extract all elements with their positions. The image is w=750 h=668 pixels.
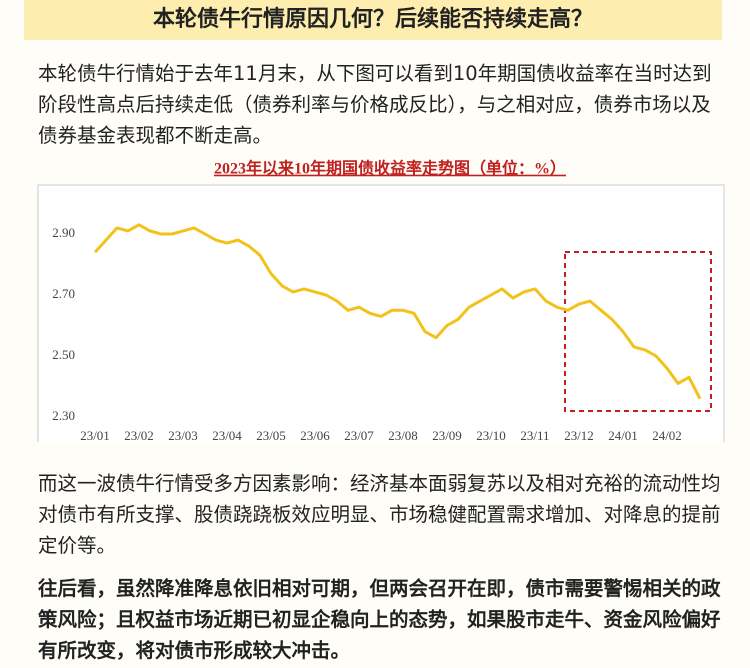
x-tick-label: 23/03 <box>168 428 198 442</box>
chart: 2023年以来10年期国债收益率走势图（单位：%） 2.30 2.50 2.70 2.… <box>37 159 725 442</box>
series-line <box>93 223 702 400</box>
paragraph: 本轮债牛行情始于去年11月末，从下图可以看到10年期国债收益率在当时达到阶段性高… <box>38 62 712 147</box>
y-tick-label: 2.70 <box>52 286 75 301</box>
x-tick-label: 23/01 <box>80 428 110 442</box>
y-tick-label: 2.30 <box>52 408 75 423</box>
highlight-box <box>564 251 712 412</box>
y-tick-label: 2.50 <box>52 347 75 362</box>
chart-frame <box>37 184 725 442</box>
x-tick-label: 23/08 <box>388 428 418 442</box>
chart-title: 2023年以来10年期国债收益率走势图（单位：%） <box>214 159 566 178</box>
x-tick-label: 23/07 <box>344 428 374 442</box>
paragraph: 往后看，虽然降准降息依旧相对可期，但两会召开在即，债市需要警惕相关的政策风险；且… <box>38 577 721 662</box>
x-tick-label: 24/02 <box>652 428 682 442</box>
x-tick-label: 23/10 <box>476 428 506 442</box>
x-tick-label: 23/09 <box>432 428 462 442</box>
x-tick-label: 23/04 <box>212 428 242 442</box>
x-tick-label: 23/12 <box>564 428 594 442</box>
x-tick-label: 23/11 <box>520 428 549 442</box>
x-tick-label: 23/06 <box>300 428 330 442</box>
title-banner: 本轮债牛行情原因几何？后续能否持续走高？ <box>24 0 722 40</box>
x-tick-label: 23/05 <box>256 428 286 442</box>
x-tick-label: 24/01 <box>608 428 638 442</box>
paragraph: 而这一波债牛行情受多方因素影响：经济基本面弱复苏以及相对充裕的流动性均对债市有所… <box>38 472 721 557</box>
x-tick-label: 23/02 <box>124 428 154 442</box>
y-tick-label: 2.90 <box>52 225 75 240</box>
